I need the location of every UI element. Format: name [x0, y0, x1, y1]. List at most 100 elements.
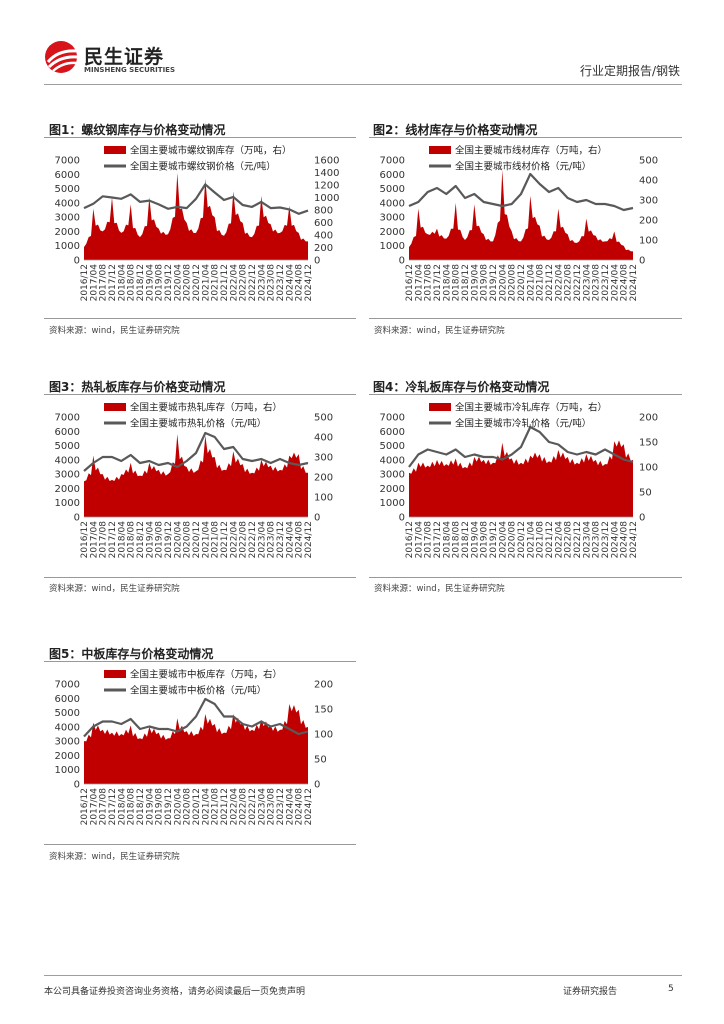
chart-1-right-tick-label: 200	[314, 243, 333, 254]
chart-5-left-tick-label: 7000	[55, 680, 80, 691]
chart-2-x-tick-label: 2017/12	[433, 264, 443, 301]
chart-1-x-tick-label: 2018/12	[136, 264, 146, 301]
chart-2-x-tick-label: 2017/08	[424, 264, 434, 302]
chart-3-right-tick-label: 300	[314, 453, 333, 464]
chart-5-left-tick-label: 4000	[55, 722, 80, 733]
chart-4-x-tick-label: 2024/12	[629, 521, 639, 558]
chart-2-right-tick-label: 500	[639, 156, 658, 167]
chart-2-x-tick-label: 2022/12	[573, 264, 583, 301]
chart-2-x-tick-label: 2016/12	[405, 264, 415, 301]
figure-5-chart: 0 1000 2000 3000 4000 5000 6000 7000 0 50 100 150 20…	[44, 664, 344, 840]
chart-4-x-tick-label: 2023/12	[601, 521, 611, 558]
figure-3-title: 图3：热轧板库存与价格变动情况	[49, 380, 226, 394]
chart-1-left-tick-label: 5000	[55, 184, 80, 195]
chart-4-right-tick-label: 0	[639, 513, 645, 524]
chart-5-x-tick-label: 2024/08	[295, 788, 305, 826]
chart-2-x-tick-label: 2018/08	[452, 264, 462, 302]
chart-2-right-tick-label: 100	[639, 236, 658, 247]
chart-3-right-tick-label: 100	[314, 493, 333, 504]
chart-1-x-tick-label: 2022/08	[239, 264, 249, 302]
chart-3-left-tick-label: 3000	[55, 470, 80, 481]
chart-4-x-tick-label: 2022/08	[564, 521, 574, 559]
chart-5-right-tick-label: 50	[314, 755, 327, 766]
chart-1-x-tick-label: 2020/04	[173, 264, 183, 302]
chart-3-x-tick-label: 2022/08	[239, 521, 249, 559]
chart-4-left-tick-label: 6000	[380, 427, 405, 438]
chart-3-x-tick-label: 2019/04	[145, 521, 155, 559]
chart-3-x-tick-label: 2017/12	[108, 521, 118, 558]
chart-1-left-tick-label: 4000	[55, 198, 80, 209]
chart-5-x-tick-label: 2018/08	[127, 788, 137, 826]
chart-4-x-tick-label: 2021/08	[536, 521, 546, 559]
chart-2-x-tick-label: 2023/12	[601, 264, 611, 301]
figure-1-title-rule	[44, 137, 356, 138]
chart-4-x-tick-label: 2024/08	[620, 521, 630, 559]
chart-4-left-tick-label: 7000	[380, 413, 405, 424]
chart-2-x-tick-label: 2024/04	[610, 264, 620, 302]
chart-3-legend-area-swatch	[104, 403, 126, 411]
chart-4-x-tick-label: 2016/12	[405, 521, 415, 558]
chart-4-x-tick-label: 2020/12	[517, 521, 527, 558]
chart-5-right-tick-label: 0	[314, 780, 320, 791]
figure-5-source: 资料来源：wind，民生证券研究院	[49, 852, 180, 862]
chart-3-x-tick-label: 2016/12	[80, 521, 90, 558]
chart-2-left-tick-label: 0	[399, 256, 405, 267]
chart-2-legend-area-label: 全国主要城市线材库存（万吨，右）	[455, 145, 607, 157]
chart-2-legend-line-label: 全国主要城市线材价格（元/吨）	[455, 161, 591, 173]
chart-2-right-tick-label: 0	[639, 256, 645, 267]
chart-1-x-tick-label: 2021/12	[220, 264, 230, 301]
footer-divider	[44, 975, 682, 976]
chart-3-x-tick-label: 2017/04	[89, 521, 99, 559]
chart-4-x-tick-label: 2020/08	[508, 521, 518, 559]
chart-2-x-tick-label: 2018/12	[461, 264, 471, 301]
chart-5-left-tick-label: 1000	[55, 765, 80, 776]
chart-4-x-tick-label: 2021/04	[526, 521, 536, 559]
chart-1-x-tick-label: 2019/04	[145, 264, 155, 302]
chart-5-legend-area-label: 全国主要城市中板库存（万吨，右）	[130, 669, 282, 681]
chart-5-x-tick-label: 2024/04	[285, 788, 295, 826]
page-number: 5	[668, 984, 674, 994]
chart-1-right-tick-label: 0	[314, 256, 320, 267]
chart-2-x-tick-label: 2017/04	[414, 264, 424, 302]
chart-5-x-tick-label: 2019/08	[155, 788, 165, 826]
chart-2-left-tick-label: 1000	[380, 241, 405, 252]
chart-1-x-tick-label: 2017/08	[99, 264, 109, 302]
figure-5-bottom-rule	[44, 844, 356, 845]
chart-2-svg: 0 1000 2000 3000 4000 5000 6000 7000 0 100 200 300 4…	[380, 145, 659, 302]
chart-2-x-tick-label: 2021/04	[526, 264, 536, 302]
chart-1-right-tick-label: 400	[314, 231, 333, 242]
chart-3-right-tick-label: 0	[314, 513, 320, 524]
chart-1-x-tick-label: 2023/08	[267, 264, 277, 302]
chart-4-x-tick-label: 2021/12	[545, 521, 555, 558]
chart-5-x-tick-label: 2021/04	[201, 788, 211, 826]
chart-3-x-tick-label: 2021/04	[201, 521, 211, 559]
chart-1-left-tick-label: 1000	[55, 241, 80, 252]
chart-1-x-tick-label: 2017/12	[108, 264, 118, 301]
chart-2-x-tick-label: 2022/08	[564, 264, 574, 302]
chart-5-x-tick-label: 2017/04	[89, 788, 99, 826]
figure-2-source: 资料来源：wind，民生证券研究院	[374, 326, 505, 336]
chart-3-x-tick-label: 2021/12	[220, 521, 230, 558]
chart-4-x-tick-label: 2019/08	[480, 521, 490, 559]
header-divider	[44, 84, 682, 85]
chart-5-x-tick-label: 2020/12	[192, 788, 202, 825]
figure-3-chart: 0 1000 2000 3000 4000 5000 6000 7000 0 100 200 300 4…	[44, 397, 344, 573]
chart-5-price-line	[83, 697, 309, 738]
chart-5-x-tick-label: 2022/08	[239, 788, 249, 826]
chart-5-x-tick-label: 2016/12	[80, 788, 90, 825]
chart-2-x-tick-label: 2024/12	[629, 264, 639, 301]
figure-1-source: 资料来源：wind，民生证券研究院	[49, 326, 180, 336]
chart-1-x-tick-label: 2019/12	[164, 264, 174, 301]
chart-3-x-tick-label: 2023/08	[267, 521, 277, 559]
chart-5-x-tick-label: 2017/12	[108, 788, 118, 825]
chart-5-x-tick-label: 2023/08	[267, 788, 277, 826]
chart-3-x-tick-label: 2019/12	[164, 521, 174, 558]
chart-5-left-tick-label: 3000	[55, 737, 80, 748]
chart-3-left-tick-label: 1000	[55, 498, 80, 509]
chart-1-right-tick-label: 800	[314, 206, 333, 217]
chart-1-left-tick-label: 0	[74, 256, 80, 267]
chart-2-x-tick-label: 2020/04	[498, 264, 508, 302]
chart-1-x-tick-label: 2023/12	[276, 264, 286, 301]
figure-3-bottom-rule	[44, 577, 356, 578]
chart-1-left-tick-label: 2000	[55, 227, 80, 238]
